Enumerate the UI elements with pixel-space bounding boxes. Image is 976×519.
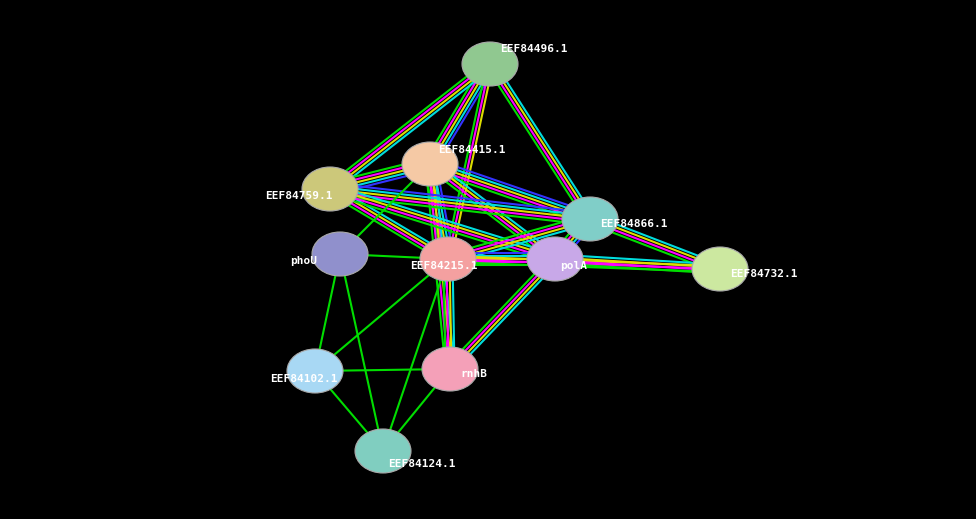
Ellipse shape xyxy=(420,237,476,281)
Text: EEF84496.1: EEF84496.1 xyxy=(500,44,567,54)
Ellipse shape xyxy=(692,247,748,291)
Ellipse shape xyxy=(302,167,358,211)
Text: polA: polA xyxy=(560,261,587,271)
Text: EEF84415.1: EEF84415.1 xyxy=(438,145,506,155)
Ellipse shape xyxy=(312,232,368,276)
Ellipse shape xyxy=(562,197,618,241)
Text: rnhB: rnhB xyxy=(460,369,487,379)
Text: EEF84732.1: EEF84732.1 xyxy=(730,269,797,279)
Text: EEF84102.1: EEF84102.1 xyxy=(270,374,338,384)
Text: EEF84215.1: EEF84215.1 xyxy=(410,261,477,271)
Ellipse shape xyxy=(287,349,343,393)
Text: EEF84124.1: EEF84124.1 xyxy=(388,459,456,469)
Ellipse shape xyxy=(402,142,458,186)
Ellipse shape xyxy=(355,429,411,473)
Text: EEF84866.1: EEF84866.1 xyxy=(600,219,668,229)
Text: phoU: phoU xyxy=(290,256,317,266)
Ellipse shape xyxy=(527,237,583,281)
Text: EEF84759.1: EEF84759.1 xyxy=(265,191,333,201)
Ellipse shape xyxy=(462,42,518,86)
Ellipse shape xyxy=(422,347,478,391)
